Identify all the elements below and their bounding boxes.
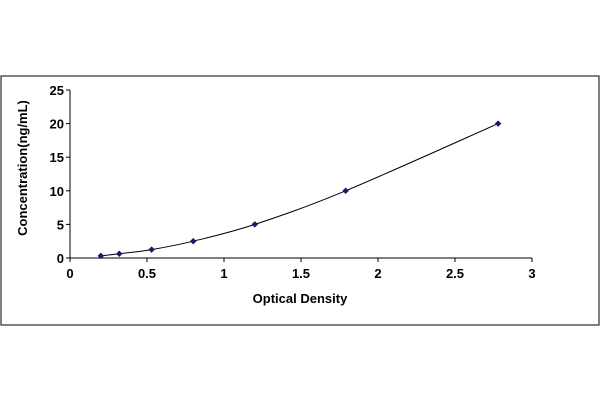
data-point (189, 237, 197, 245)
y-tick-label: 15 (50, 150, 64, 165)
x-tick-label: 2.5 (446, 266, 464, 281)
data-point (342, 187, 350, 195)
data-point (251, 221, 259, 228)
x-tick-label: 0.5 (138, 266, 156, 281)
x-tick-label: 1 (220, 266, 227, 281)
y-tick-label: 20 (50, 117, 64, 132)
x-tick-label: 1.5 (292, 266, 310, 281)
y-tick-label: 25 (50, 83, 64, 98)
y-tick-label: 0 (57, 251, 64, 266)
x-axis-title: Optical Density (253, 291, 348, 306)
y-axis-title: Concentration(ng/mL) (15, 100, 30, 236)
plot-area: 0 0.5 1 1.5 2 2.5 3 0 5 10 15 20 25 (50, 83, 536, 281)
x-tick-label: 0 (66, 266, 73, 281)
data-point (97, 252, 105, 260)
data-point (494, 120, 502, 127)
outer-border (0, 75, 600, 326)
data-point (148, 246, 155, 253)
y-tick-label: 10 (50, 184, 64, 199)
x-tick-label: 3 (528, 266, 535, 281)
x-tick-label: 2 (374, 266, 381, 281)
data-point (115, 250, 123, 258)
y-tick-label: 5 (57, 217, 64, 232)
